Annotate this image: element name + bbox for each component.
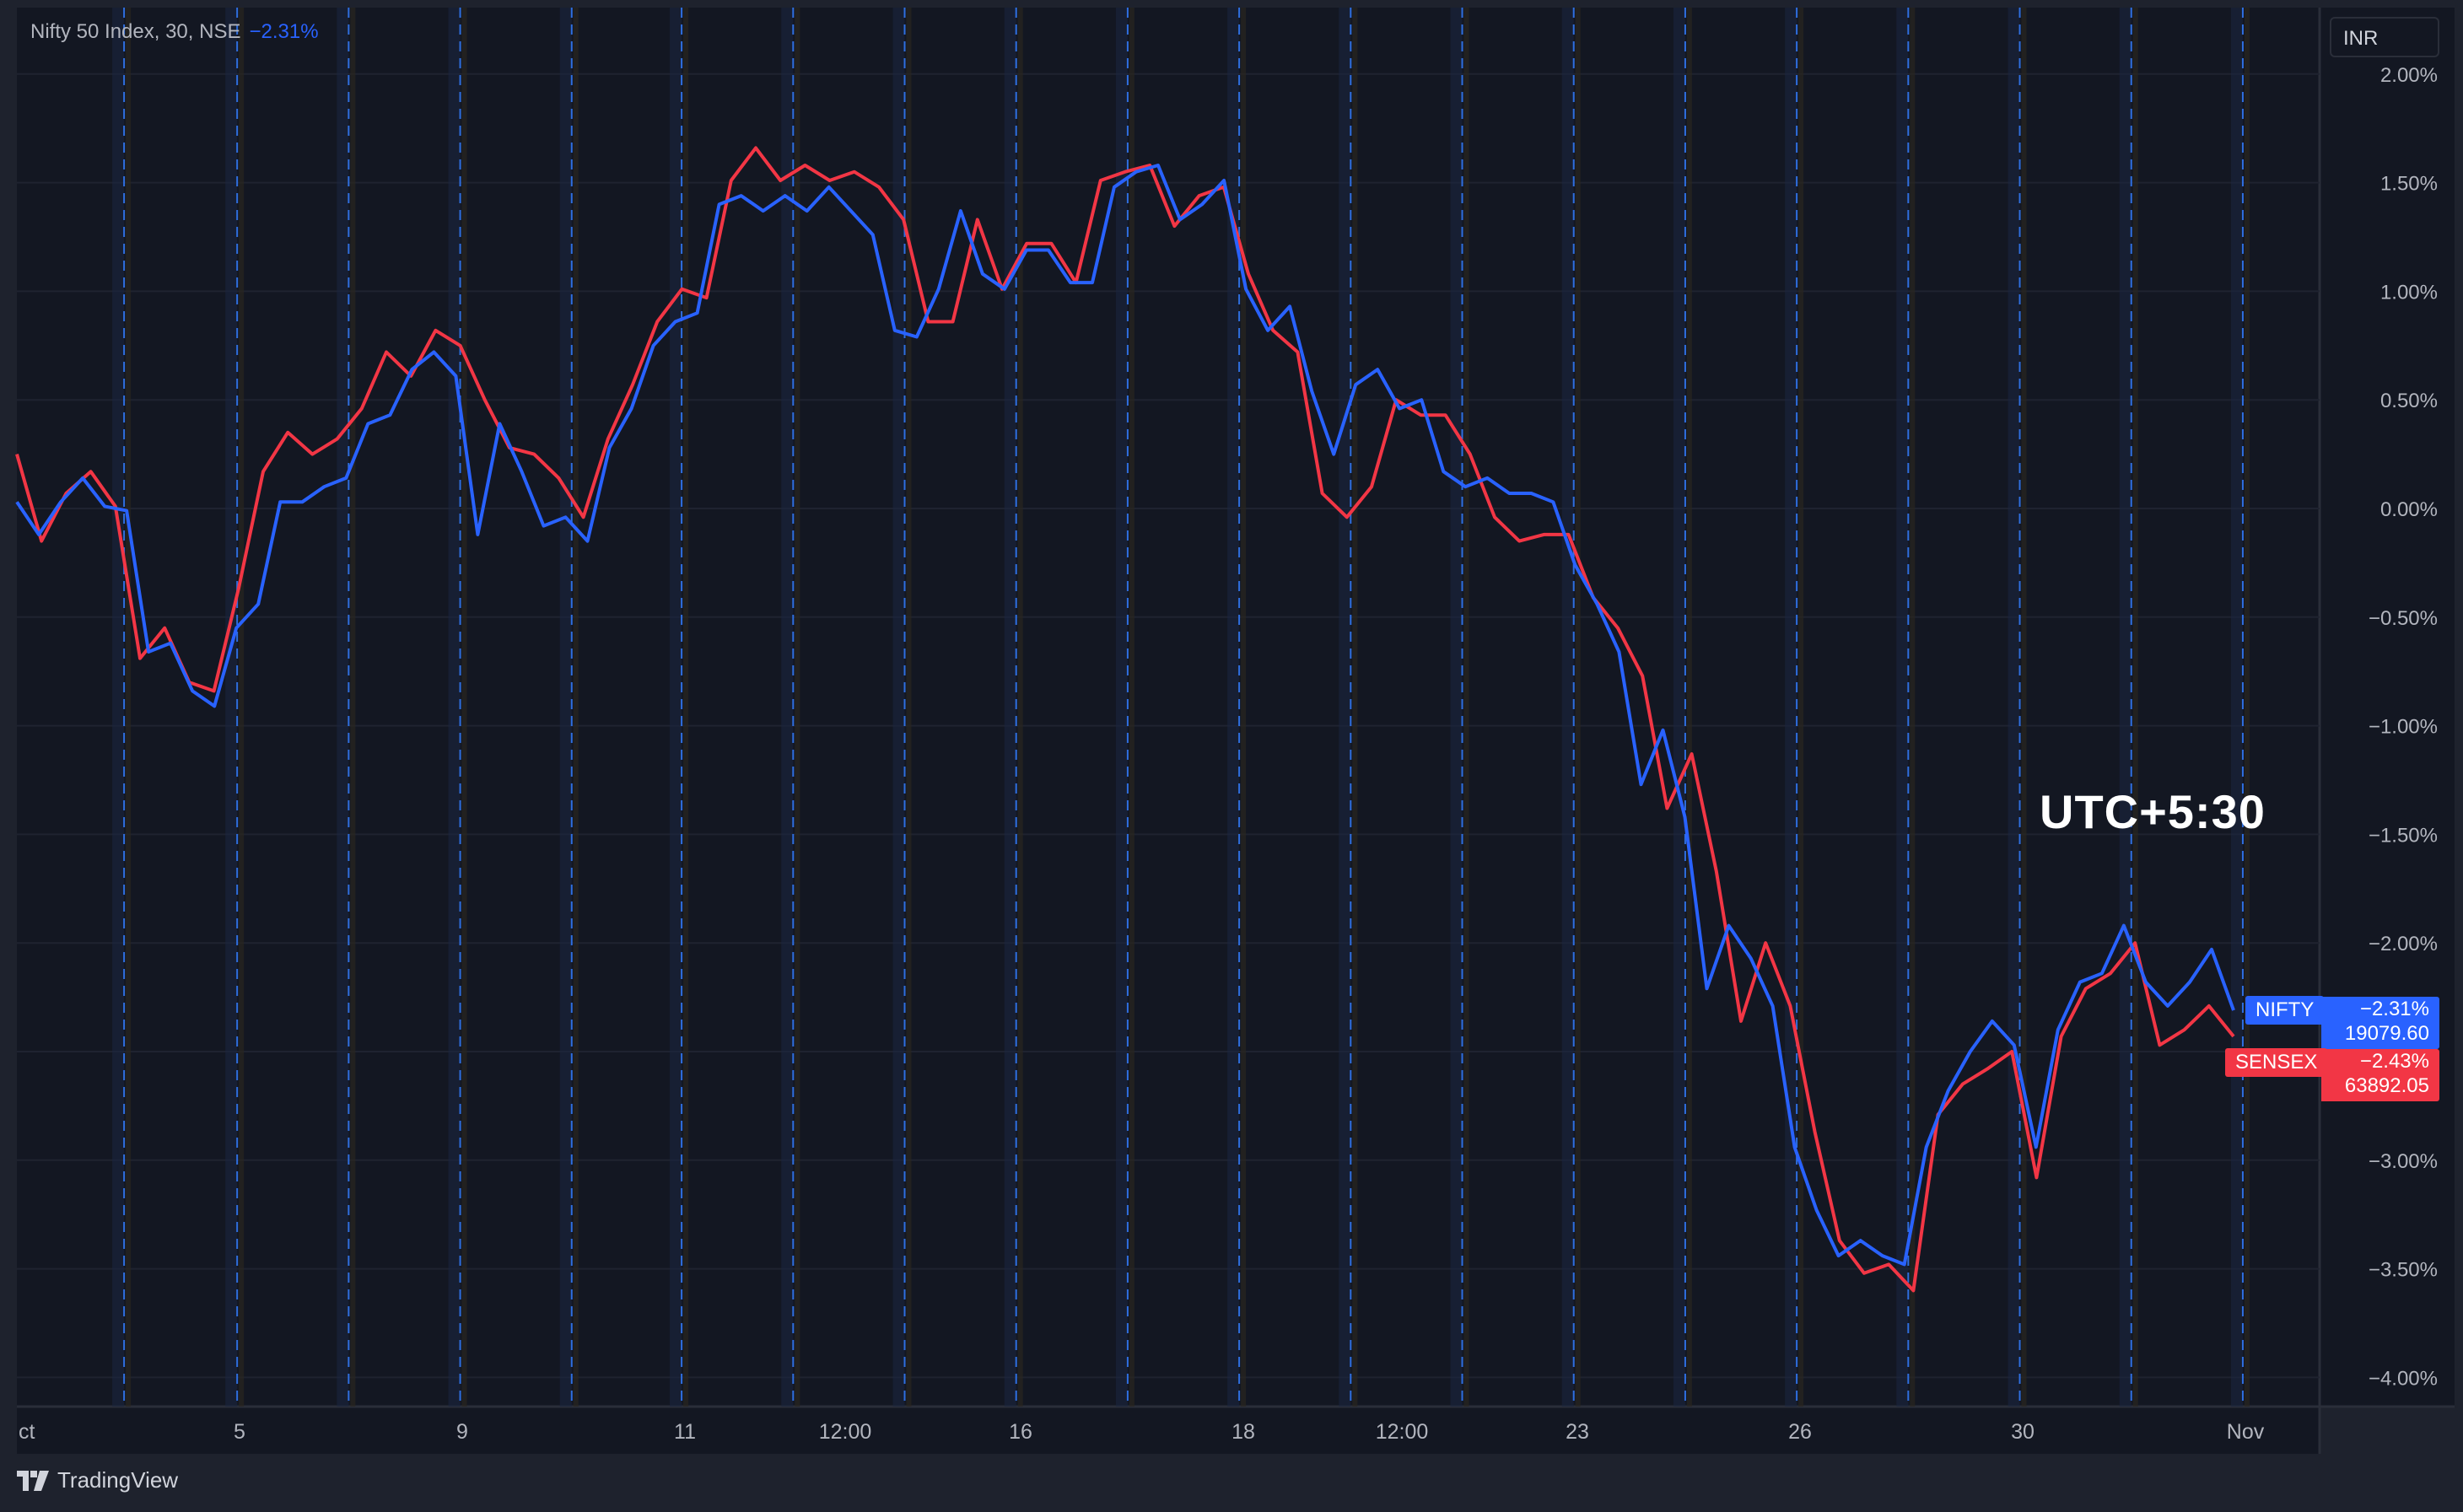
post-session-shade	[683, 8, 689, 1407]
series-line-sensex	[15, 146, 2235, 1293]
x-tick-label: Nov	[2227, 1420, 2265, 1444]
post-session-shade	[1463, 8, 1469, 1407]
pre-session-shade	[1004, 8, 1016, 1407]
y-tick-label: −3.50%	[2369, 1259, 2438, 1282]
sensex-price: 63892.05	[2344, 1074, 2429, 1097]
x-tick-label: 18	[1232, 1420, 1255, 1444]
y-tick-label: 1.00%	[2380, 281, 2438, 304]
nifty-label-tag: NIFTY	[2245, 996, 2325, 1025]
pre-session-shade	[337, 8, 349, 1407]
y-tick-label: −1.50%	[2369, 824, 2438, 847]
post-session-shade	[1686, 8, 1692, 1407]
y-tick-label: 2.00%	[2380, 64, 2438, 87]
branding[interactable]: TradingView	[17, 1467, 178, 1493]
post-session-shade	[1241, 8, 1247, 1407]
time-axis[interactable]	[17, 1407, 2320, 1454]
post-session-shade	[2021, 8, 2027, 1407]
y-tick-label: −2.00%	[2369, 933, 2438, 955]
post-session-shade	[350, 8, 356, 1407]
post-session-shade	[1910, 8, 1916, 1407]
post-session-shade	[2244, 8, 2250, 1407]
x-tick-label: 30	[2011, 1420, 2035, 1444]
post-session-shade	[795, 8, 800, 1407]
x-tick-label: 12:00	[1376, 1420, 1429, 1444]
post-session-shade	[126, 8, 132, 1407]
post-session-shade	[906, 8, 912, 1407]
post-session-shade	[2132, 8, 2138, 1407]
post-session-shade	[461, 8, 467, 1407]
y-tick-label: −4.00%	[2369, 1367, 2438, 1390]
post-session-shade	[1352, 8, 1358, 1407]
x-tick-label: 11	[674, 1420, 696, 1444]
symbol-title: Nifty 50 Index, 30, NSE	[30, 20, 241, 43]
pre-session-shade	[670, 8, 682, 1407]
pre-session-shade	[225, 8, 238, 1407]
pre-session-shade	[1896, 8, 1909, 1407]
nifty-change: −2.31%	[2359, 998, 2429, 1020]
pre-session-shade	[1227, 8, 1240, 1407]
series-line-nifty	[15, 164, 2235, 1267]
nifty-price-tag: −2.31% 19079.60	[2321, 997, 2439, 1049]
pre-session-shade	[2230, 8, 2243, 1407]
post-session-shade	[1798, 8, 1804, 1407]
pre-session-shade	[1673, 8, 1685, 1407]
pre-session-shade	[892, 8, 905, 1407]
pre-session-shade	[1339, 8, 1351, 1407]
pre-session-shade	[2008, 8, 2020, 1407]
y-tick-label: −0.50%	[2369, 607, 2438, 630]
brand-name: TradingView	[57, 1467, 179, 1493]
x-tick-label: 9	[456, 1420, 468, 1444]
x-tick-label: ct	[19, 1420, 35, 1444]
pre-session-shade	[112, 8, 125, 1407]
tradingview-logo-icon	[17, 1470, 49, 1491]
pre-session-shade	[2119, 8, 2132, 1407]
timezone-annotation: UTC+5:30	[2040, 785, 2266, 838]
price-axis[interactable]	[2320, 8, 2455, 1407]
y-tick-label: −1.00%	[2369, 716, 2438, 739]
pre-session-shade	[1115, 8, 1128, 1407]
post-session-shade	[1575, 8, 1581, 1407]
sensex-change: −2.43%	[2359, 1050, 2429, 1073]
legend-change: −2.31%	[249, 20, 319, 43]
y-tick-label: 0.00%	[2380, 498, 2438, 521]
pre-session-shade	[781, 8, 794, 1407]
pre-session-shade	[559, 8, 572, 1407]
x-tick-label: 16	[1009, 1420, 1032, 1444]
y-tick-label: 0.50%	[2380, 390, 2438, 412]
y-tick-label: 1.50%	[2380, 173, 2438, 196]
post-session-shade	[1017, 8, 1023, 1407]
currency-button[interactable]: INR	[2330, 17, 2439, 57]
pre-session-shade	[448, 8, 461, 1407]
plot-area	[17, 8, 2320, 1407]
post-session-shade	[573, 8, 579, 1407]
sensex-price-tag: −2.43% 63892.05	[2321, 1049, 2439, 1101]
pre-session-shade	[1785, 8, 1797, 1407]
x-tick-label: 5	[234, 1420, 245, 1444]
chart-legend[interactable]: Nifty 50 Index, 30, NSE −2.31%	[30, 20, 319, 44]
pre-session-shade	[1561, 8, 1574, 1407]
sensex-label-tag: SENSEX	[2225, 1048, 2328, 1077]
nifty-price: 19079.60	[2344, 1022, 2429, 1045]
x-tick-label: 23	[1566, 1420, 1589, 1444]
post-session-shade	[239, 8, 245, 1407]
post-session-shade	[1129, 8, 1134, 1407]
y-tick-label: −3.00%	[2369, 1150, 2438, 1173]
x-tick-label: 12:00	[819, 1420, 872, 1444]
pre-session-shade	[1450, 8, 1463, 1407]
x-tick-label: 26	[1788, 1420, 1812, 1444]
